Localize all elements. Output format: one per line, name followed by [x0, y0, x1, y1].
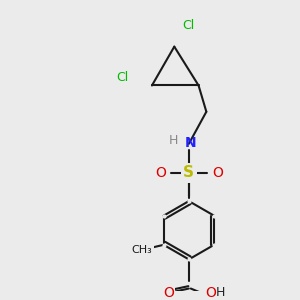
Text: Cl: Cl [116, 71, 129, 84]
Text: N: N [185, 136, 196, 150]
Text: H: H [169, 134, 178, 147]
Text: CH₃: CH₃ [132, 245, 153, 255]
Text: O: O [205, 286, 216, 300]
Text: O: O [163, 286, 174, 300]
Text: O: O [155, 166, 166, 180]
Text: O: O [213, 166, 224, 180]
Text: S: S [183, 165, 194, 180]
Text: Cl: Cl [182, 19, 194, 32]
Text: O: O [205, 286, 216, 300]
Text: H: H [215, 286, 225, 299]
Text: O: O [163, 286, 174, 300]
